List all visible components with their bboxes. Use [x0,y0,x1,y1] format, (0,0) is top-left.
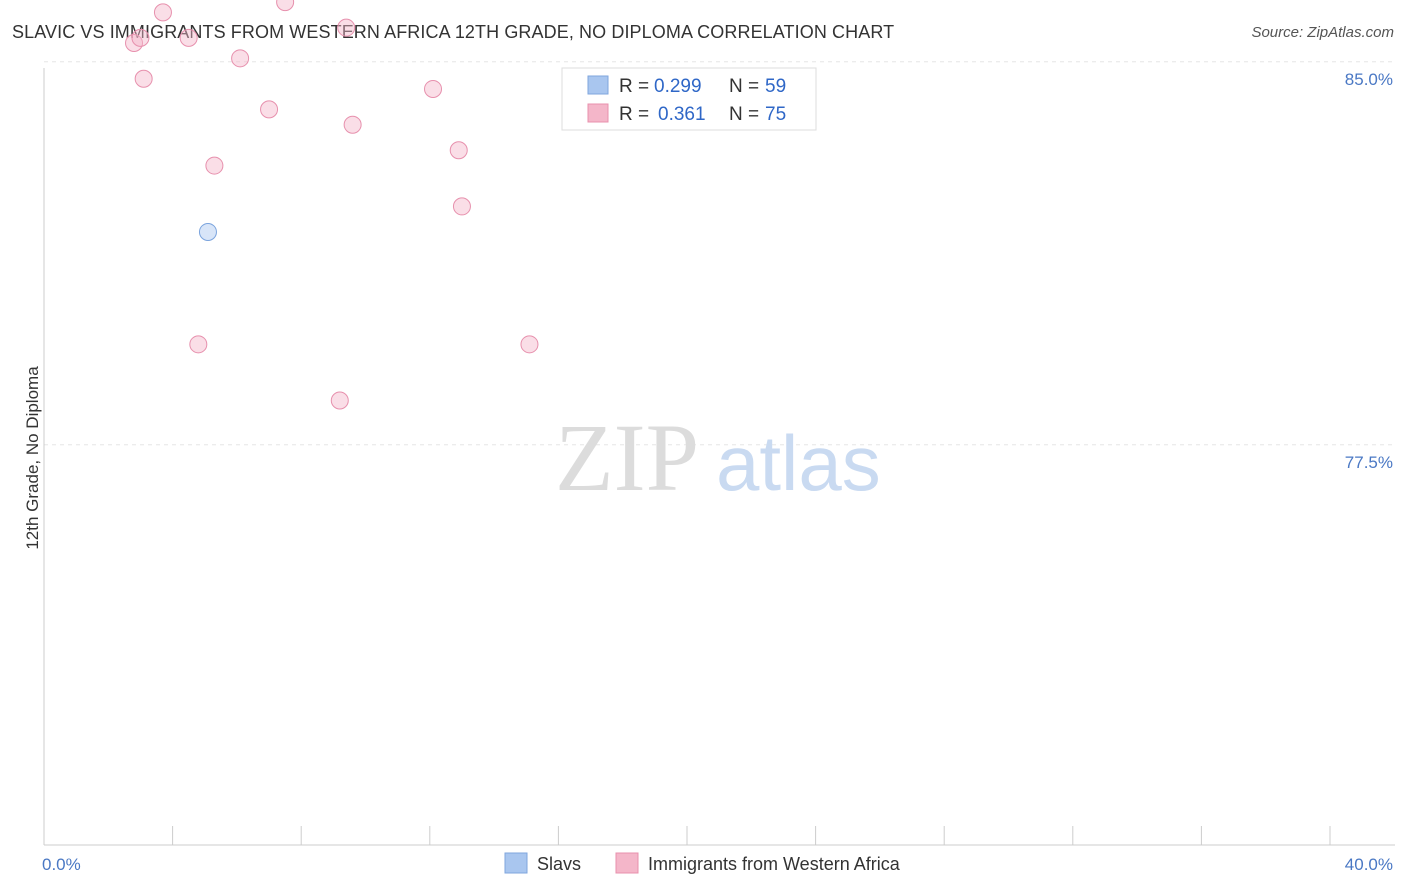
wa-point-20 [153,3,172,22]
bottom-legend-swatch-wa [615,852,639,874]
legend-r-value-wa: 0.361 [658,104,706,125]
wa-point-38 [260,100,279,119]
legend-r-label-wa: R = [619,104,649,125]
wa-point-16 [131,28,150,47]
legend-n-value-slavs: 59 [765,76,786,97]
bottom-legend-swatch-slavs [504,852,528,874]
wa-point-50 [330,391,349,410]
wa-point-52 [343,115,362,134]
legend-swatch-wa [587,103,609,123]
legend-swatch-slavs [587,75,609,95]
y-tick-label-0: 77.5% [1345,453,1393,472]
bottom-legend: Slavs Immigrants from Western Africa [504,852,901,874]
wa-point-17 [134,69,153,88]
source-credit: Source: ZipAtlas.com [1251,24,1394,41]
bottom-legend-label-slavs: Slavs [537,854,581,874]
x-tick-labels: 0.0% 40.0% [42,855,1393,874]
wa-point-65 [449,141,468,160]
y-tick-label-1: 85.0% [1345,70,1393,89]
watermark: ZIP atlas [555,404,881,511]
legend-n-value-wa: 75 [765,104,786,125]
legend-n-label-wa: N = [729,104,759,125]
bottom-legend-label-wa: Immigrants from Western Africa [648,854,901,874]
legend-n-label-slavs: N = [729,76,759,97]
wa-point-25 [179,28,198,47]
series-slavs-points [198,222,217,241]
watermark-zip: ZIP [555,404,699,511]
top-legend: R = 0.299 N = 59 R = 0.361 N = 75 [561,67,817,131]
wa-point-69 [520,335,539,354]
watermark-atlas: atlas [716,419,881,507]
chart-title: SLAVIC VS IMMIGRANTS FROM WESTERN AFRICA… [12,22,895,42]
wa-point-33 [231,49,250,68]
x-tick-label-1: 40.0% [1345,855,1393,874]
gridlines [44,61,1395,446]
slavs-point-31 [198,222,217,241]
wa-point-29 [205,156,224,175]
legend-r-label-slavs: R = [619,76,649,97]
wa-point-51 [337,18,356,37]
wa-point-26 [189,335,208,354]
wa-point-66 [452,197,471,216]
legend-r-value-slavs: 0.299 [654,76,702,97]
axes [43,68,1395,846]
wa-point-63 [424,79,443,98]
wa-point-41 [276,0,295,12]
y-axis-label: 12th Grade, No Diploma [23,366,42,550]
x-tick-label-0: 0.0% [42,855,81,874]
y-tick-labels: 77.5%85.0%92.5%100.0% [1345,70,1393,472]
series-wa-points [125,0,539,410]
